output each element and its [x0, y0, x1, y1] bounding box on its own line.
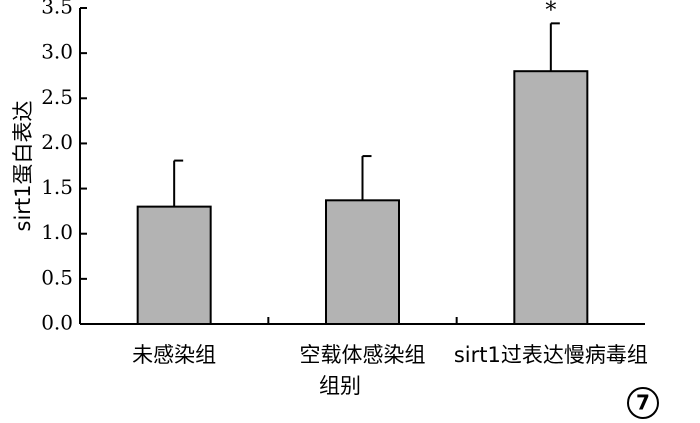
bar — [513, 70, 589, 325]
y-tick-label: 1.0 — [41, 220, 73, 244]
error-bars — [173, 22, 560, 207]
y-tick-label: 3.5 — [41, 0, 73, 19]
y-tick-label: 1.5 — [41, 175, 73, 199]
significance-marker: * — [545, 0, 556, 23]
y-ticks: 0.0 0.5 1.0 1.5 2.0 2.5 3.0 3.5 — [41, 0, 87, 335]
badge-text: 7 — [636, 391, 650, 415]
category-label: 空载体感染组 — [300, 343, 426, 367]
badge-circle — [627, 387, 659, 419]
bar — [136, 205, 212, 325]
y-axis-title: sirt1蛋白表达 — [11, 100, 35, 231]
y-tick-label: 0.0 — [41, 311, 73, 335]
category-label: sirt1过表达慢病毒组 — [454, 343, 648, 367]
bars — [136, 70, 589, 326]
y-tick-label: 2.0 — [41, 130, 73, 154]
bar — [325, 199, 400, 326]
y-tick-label: 2.5 — [41, 85, 73, 109]
category-labels: 未感染组 空载体感染组 sirt1过表达慢病毒组 — [132, 343, 648, 367]
figure-number-badge: 7 — [627, 387, 659, 419]
category-label: 未感染组 — [132, 343, 216, 367]
annotations: * — [545, 0, 556, 23]
x-ticks — [267, 317, 458, 324]
x-axis-title: 组别 — [319, 374, 361, 398]
y-tick-label: 0.5 — [41, 265, 73, 289]
y-tick-label: 3.0 — [41, 40, 73, 64]
